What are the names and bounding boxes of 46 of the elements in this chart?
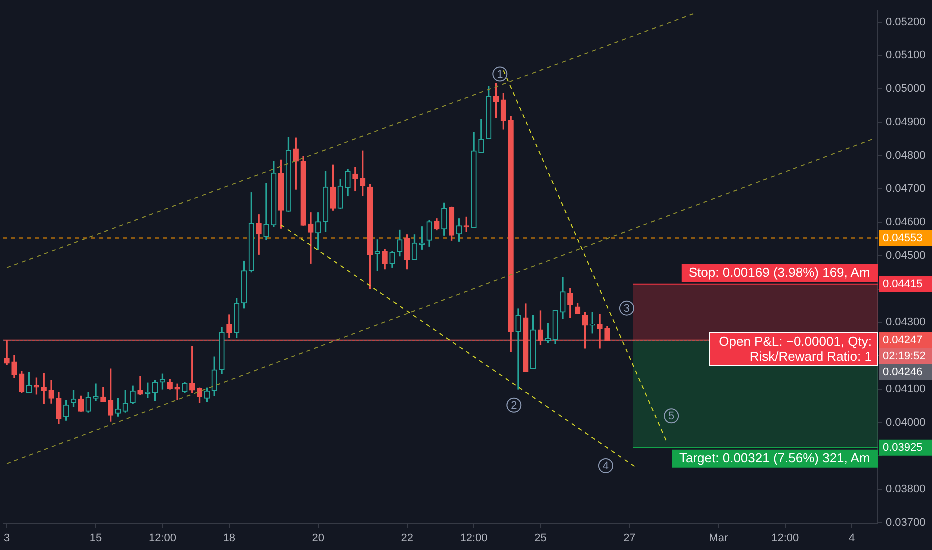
- y-tick-label: 0.04600: [886, 216, 926, 229]
- annotation: Open P&L: −0.00001, Qty:: [719, 334, 872, 349]
- band-label: Target: 0.00321 (7.56%) 321, Am: [680, 450, 870, 466]
- candlestick: [138, 376, 144, 396]
- text: 02:19:52: [883, 350, 926, 362]
- x-tick-label: 18: [223, 532, 236, 545]
- annotation: 4: [602, 460, 610, 473]
- x-tick-label: 12:00: [148, 532, 176, 545]
- band-label: Stop: 0.00169 (3.98%) 169, Am: [688, 264, 870, 280]
- y-tick-label: 0.05200: [886, 16, 926, 28]
- candlestick: [264, 183, 270, 240]
- x-tick-label: 3: [4, 532, 10, 545]
- x-tick-label: 27: [624, 532, 636, 545]
- candlestick: [516, 308, 522, 390]
- y-tick-label: 0.04500: [886, 250, 926, 262]
- x-tick-label: 4: [848, 532, 856, 545]
- candlestick: [308, 212, 314, 264]
- y-tick-label: 0.04700: [886, 183, 926, 196]
- y-tick-label: 0.05000: [886, 83, 926, 96]
- annotation: 5: [668, 410, 675, 423]
- x-tick-label: 22: [401, 532, 414, 545]
- x-tick-label: 12:00: [772, 532, 800, 545]
- y-tick-label: 0.03700: [886, 517, 926, 530]
- annotation: Risk/Reward Ratio: 1: [750, 348, 872, 364]
- annotation: 1: [497, 68, 504, 81]
- y-tick-label: 0.04800: [886, 150, 926, 162]
- ref-line-label: 0.04415: [883, 278, 923, 290]
- ref-line-label: 0.04553: [883, 232, 923, 244]
- candlestick: [352, 167, 358, 192]
- ref-line-label: 0.04247: [883, 334, 923, 346]
- y-tick-label: 0.05100: [886, 50, 926, 62]
- annotation: 3: [624, 302, 630, 315]
- x-tick-label: 20: [312, 532, 324, 545]
- y-tick-label: 0.04100: [886, 384, 926, 396]
- ref-line-label: 0.04246: [883, 366, 923, 378]
- y-tick-label: 0.04900: [886, 116, 926, 128]
- annotation: 2: [511, 400, 518, 412]
- x-tick-label: 15: [90, 532, 102, 545]
- y-tick-label: 0.04000: [886, 416, 926, 429]
- x-tick-label: 25: [534, 532, 547, 545]
- candlestick: [174, 384, 180, 400]
- y-tick-label: 0.03800: [886, 484, 926, 496]
- x-tick-label: Mar: [709, 532, 728, 545]
- ref-line-label: 0.03925: [883, 442, 923, 454]
- y-tick-label: 0.04300: [886, 316, 926, 329]
- x-tick-label: 12:00: [460, 532, 488, 545]
